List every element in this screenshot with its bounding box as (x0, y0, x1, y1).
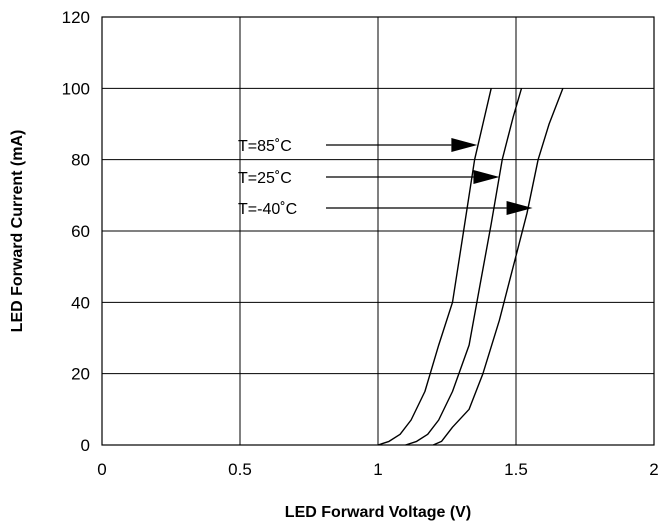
series-line-1 (405, 88, 523, 446)
y-tick-label: 20 (71, 365, 90, 384)
x-tick-label: 1.5 (504, 460, 528, 479)
annotation-arrow-head (506, 201, 533, 215)
annotations: T=85˚C T=25˚C T=-40˚C (238, 138, 533, 218)
annotation-label: T=-40˚C (238, 201, 297, 218)
y-tick-label: 100 (62, 79, 90, 98)
annotation-arrow-head (451, 138, 478, 152)
x-axis-title: LED Forward Voltage (V) (285, 504, 471, 521)
annotation-label: T=85˚C (238, 138, 292, 155)
x-tick-label: 2 (649, 460, 658, 479)
series-lines (377, 88, 564, 446)
annotation-arrow-head (473, 170, 500, 184)
x-tick-label: 1 (373, 460, 382, 479)
y-tick-label: 60 (71, 222, 90, 241)
grid-lines (102, 17, 654, 445)
annotation-label: T=25˚C (238, 170, 292, 187)
y-tick-label: 40 (71, 293, 90, 312)
y-tick-label: 0 (81, 436, 90, 455)
x-tick-label: 0 (97, 460, 106, 479)
series-line-2 (432, 88, 564, 446)
series-line-0 (377, 88, 492, 446)
y-axis-title: LED Forward Current (mA) (9, 130, 26, 333)
y-tick-label: 120 (62, 8, 90, 27)
y-tick-label: 80 (71, 151, 90, 170)
x-tick-label: 0.5 (228, 460, 252, 479)
